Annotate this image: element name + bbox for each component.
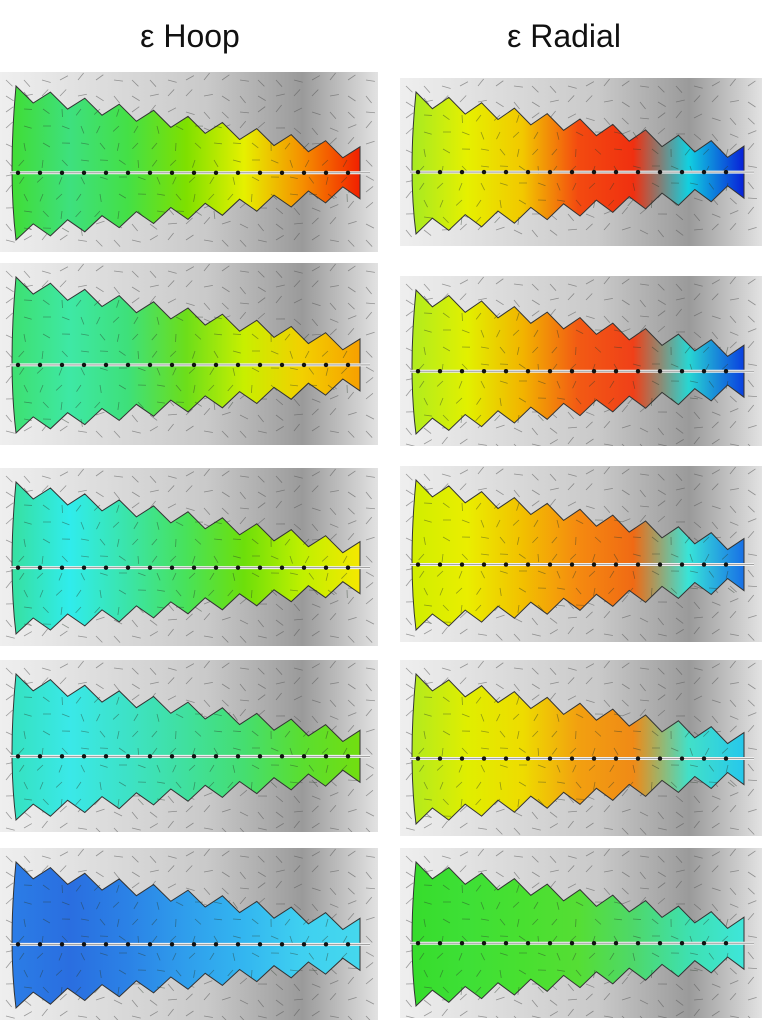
strain-field [11, 860, 361, 1010]
strain-field [411, 672, 745, 826]
strain-field [11, 275, 361, 435]
strain-panel-radial-1 [400, 78, 762, 246]
strain-panel-hoop-2 [0, 263, 378, 445]
strain-panel-radial-5 [400, 848, 762, 1018]
strain-field [411, 90, 745, 236]
strain-panel-radial-2 [400, 276, 762, 446]
column-title-hoop: ε Hoop [140, 18, 240, 54]
strain-panel-hoop-5 [0, 848, 378, 1020]
strain-panel-radial-4 [400, 660, 762, 836]
strain-panel-radial-3 [400, 466, 762, 642]
strain-field [11, 84, 361, 242]
strain-field [11, 672, 361, 822]
strain-panel-hoop-3 [0, 468, 378, 646]
column-title-radial: ε Radial [507, 18, 621, 54]
strain-field [411, 288, 745, 436]
strain-panel-hoop-4 [0, 660, 378, 832]
strain-field [411, 860, 745, 1008]
strain-field [411, 478, 745, 632]
strain-panel-hoop-1 [0, 72, 378, 252]
strain-field [11, 480, 361, 636]
